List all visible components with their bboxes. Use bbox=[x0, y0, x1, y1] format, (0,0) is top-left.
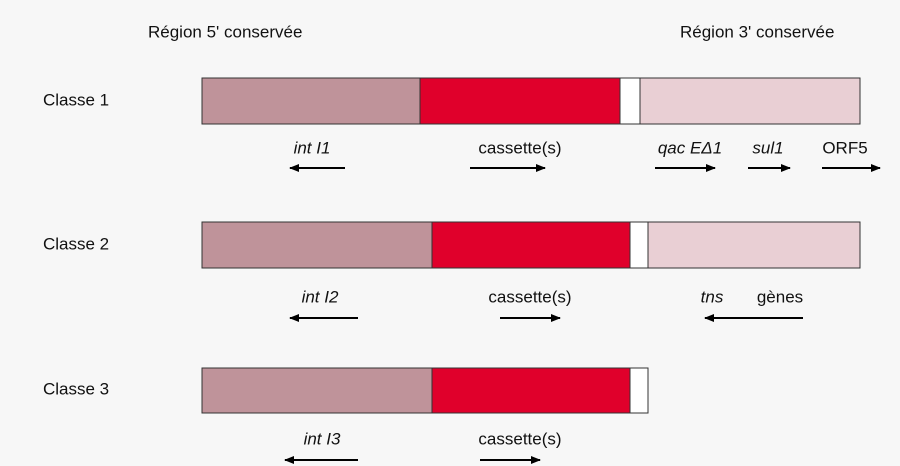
class-label: Classe 2 bbox=[43, 234, 109, 253]
header-left: Région 5' conservée bbox=[148, 22, 302, 41]
gene-label: cassette(s) bbox=[488, 287, 571, 306]
segment-int bbox=[201, 221, 433, 269]
gene-label: cassette(s) bbox=[478, 429, 561, 448]
segment-int bbox=[201, 367, 433, 414]
header-right: Région 3' conservée bbox=[680, 22, 834, 41]
segment-int bbox=[201, 77, 421, 125]
class-label: Classe 1 bbox=[43, 90, 109, 109]
gene-label: int I2 bbox=[302, 287, 339, 306]
class-label: Classe 3 bbox=[43, 379, 109, 398]
class-bar bbox=[201, 221, 861, 269]
class-bar bbox=[201, 367, 649, 414]
gene-label: qac EΔ1 bbox=[658, 138, 722, 157]
gene-label: cassette(s) bbox=[478, 138, 561, 157]
segment-cassette bbox=[431, 367, 631, 414]
gene-label: int I1 bbox=[294, 138, 331, 157]
gene-label: tns bbox=[701, 287, 724, 306]
segment-cassette bbox=[419, 77, 621, 125]
gene-label: gènes bbox=[757, 287, 803, 306]
gene-label: ORF5 bbox=[822, 138, 867, 157]
class-bar bbox=[201, 77, 861, 125]
segment-3prime bbox=[639, 77, 861, 125]
gene-label: int I3 bbox=[304, 429, 341, 448]
segment-3prime bbox=[647, 221, 861, 269]
gene-label: sul1 bbox=[752, 138, 783, 157]
segment-att bbox=[619, 77, 641, 125]
segment-att bbox=[629, 367, 649, 414]
segment-cassette bbox=[431, 221, 631, 269]
segment-att bbox=[629, 221, 649, 269]
